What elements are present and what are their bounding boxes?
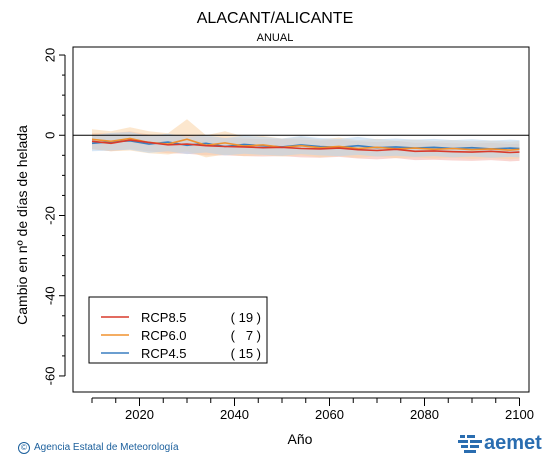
y-tick-label: -20 (42, 206, 57, 225)
legend-count: ( 19 ) (231, 310, 261, 325)
y-tick-label: 20 (42, 48, 57, 62)
legend-label: RCP8.5 (141, 310, 187, 325)
x-tick-label: 2080 (410, 407, 439, 422)
x-tick-label: 2100 (505, 407, 534, 422)
legend-count: ( 15 ) (231, 346, 261, 361)
x-tick-label: 2040 (220, 407, 249, 422)
legend-box (88, 296, 268, 364)
chart-subtitle: ANUAL (256, 32, 294, 44)
y-tick-label: -40 (42, 286, 57, 305)
x-tick-label: 2020 (125, 407, 154, 422)
legend-label: RCP4.5 (141, 346, 187, 361)
plot-frame (72, 46, 530, 393)
chart-title: ALACANT/ALICANTE (196, 10, 354, 27)
footer-credit: © Agencia Estatal de Meteorología (18, 442, 179, 454)
legend-label: RCP6.0 (141, 328, 187, 343)
y-axis-label: Cambio en nº de días de helada (14, 125, 30, 325)
y-tick-label: 0 (42, 132, 57, 139)
x-tick-label: 2060 (315, 407, 344, 422)
aemet-logo-icon (458, 435, 482, 453)
credit-text: Agencia Estatal de Meteorología (34, 442, 179, 453)
y-tick-label: -60 (42, 367, 57, 386)
aemet-logo-text: aemet (484, 432, 542, 454)
legend-count: ( 7 ) (231, 328, 261, 343)
copyright-icon: © (18, 442, 30, 454)
series-line-rcp85 (91, 139, 520, 154)
x-axis-label: Año (287, 431, 313, 447)
